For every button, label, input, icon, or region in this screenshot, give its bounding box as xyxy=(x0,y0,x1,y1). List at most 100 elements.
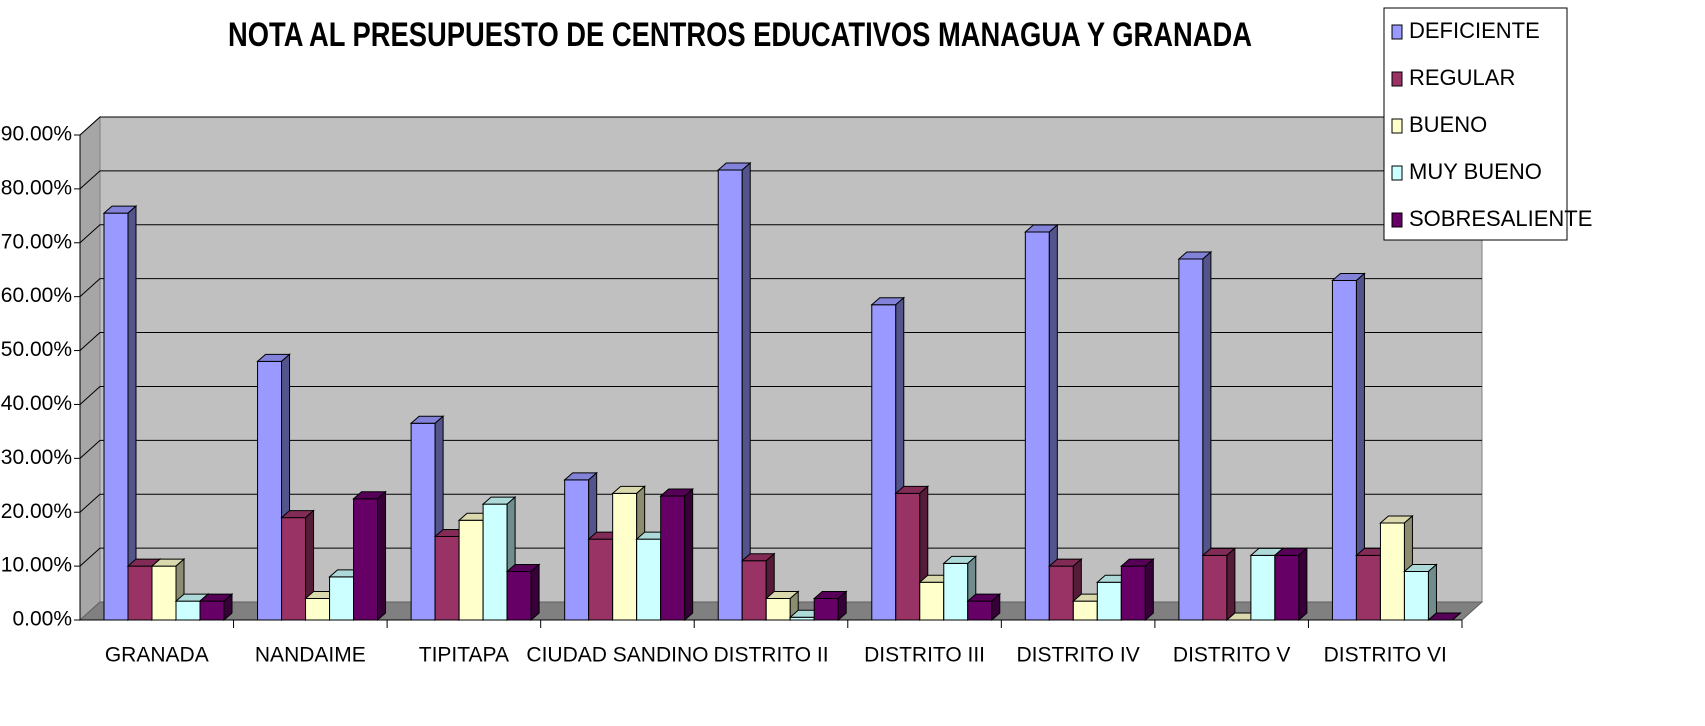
legend-box xyxy=(1383,7,1568,241)
y-tick-label: 10.00% xyxy=(1,554,72,577)
bar-group xyxy=(1331,272,1462,622)
bar xyxy=(329,576,355,621)
bar xyxy=(1202,554,1228,621)
y-tick-label: 40.00% xyxy=(1,392,72,415)
legend-label: BUENO xyxy=(1409,112,1487,137)
bar-side xyxy=(1144,558,1154,622)
bar xyxy=(1178,258,1204,621)
grid-line xyxy=(79,224,1482,244)
bar-group xyxy=(102,205,234,622)
bar xyxy=(281,517,307,621)
bar-side xyxy=(377,490,387,622)
bar xyxy=(1331,280,1357,621)
bar xyxy=(151,565,177,621)
bar xyxy=(410,422,436,621)
x-tick-label: DISTRITO IV xyxy=(1016,644,1139,667)
legend-label: MUY BUENO xyxy=(1409,159,1542,184)
y-tick-label: 80.00% xyxy=(1,176,72,199)
bar xyxy=(506,571,532,621)
bar-side xyxy=(127,205,137,622)
bar-group xyxy=(409,415,541,622)
x-tick-label: NANDAIME xyxy=(255,644,366,667)
grid-line xyxy=(79,385,1482,405)
x-tick-label: TIPITAPA xyxy=(419,644,509,667)
bar xyxy=(1355,554,1381,621)
bar-side xyxy=(530,563,540,622)
bar-group xyxy=(716,161,848,622)
x-tick-label: DISTRITO III xyxy=(864,644,985,667)
y-tick-label: 20.00% xyxy=(1,500,72,523)
x-tick-label: CIUDAD SANDINO xyxy=(526,644,708,667)
bar xyxy=(943,562,969,621)
bar xyxy=(353,498,379,621)
bar-side xyxy=(991,593,1001,622)
bar-side xyxy=(1298,547,1308,622)
grid-line xyxy=(79,493,1482,513)
grid-line xyxy=(79,439,1482,459)
bar-side xyxy=(837,590,847,622)
bar-side xyxy=(1427,563,1437,622)
bar-group xyxy=(563,471,694,622)
bar xyxy=(458,519,484,621)
bar xyxy=(175,600,201,621)
bar-side xyxy=(741,161,751,622)
y-tick-label: 0.00% xyxy=(12,608,72,631)
bar-group xyxy=(870,296,1002,622)
bar xyxy=(717,169,743,621)
legend-swatch xyxy=(1391,71,1403,87)
legend-swatch xyxy=(1391,165,1403,181)
bar xyxy=(1120,565,1146,621)
bar-side xyxy=(684,487,694,622)
bar-side xyxy=(1226,547,1236,622)
bar xyxy=(1274,554,1300,621)
bar xyxy=(1379,522,1405,621)
bar-side xyxy=(1452,612,1461,621)
bar xyxy=(813,597,839,621)
bar xyxy=(434,535,460,621)
y-tick-label: 90.00% xyxy=(1,123,72,146)
x-tick-label: GRANADA xyxy=(105,644,209,667)
bar xyxy=(257,360,283,621)
legend-swatch xyxy=(1391,24,1403,40)
y-tick-label: 70.00% xyxy=(1,230,72,253)
bar xyxy=(871,304,897,621)
bar-group xyxy=(1024,223,1155,622)
bar-group xyxy=(256,353,387,622)
bar xyxy=(1024,231,1050,621)
bar xyxy=(1072,600,1098,621)
grid-line xyxy=(79,332,1482,351)
bar xyxy=(612,492,638,621)
legend-label: DEFICIENTE xyxy=(1409,18,1540,43)
bar-group xyxy=(1177,250,1309,622)
legend-label: REGULAR xyxy=(1409,65,1515,90)
legend-swatch xyxy=(1391,118,1403,134)
bar xyxy=(1250,554,1276,621)
bar xyxy=(765,597,791,621)
y-tick-label: 60.00% xyxy=(1,284,72,307)
x-tick-label: DISTRITO VI xyxy=(1324,644,1447,667)
bar xyxy=(636,538,662,621)
bar xyxy=(741,560,767,621)
bar-side xyxy=(223,593,233,622)
bar xyxy=(588,538,614,621)
chart-title: NOTA AL PRESUPUESTO DE CENTROS EDUCATIVO… xyxy=(228,16,1252,54)
bar xyxy=(660,495,686,621)
legend-swatch xyxy=(1391,212,1403,228)
bar xyxy=(564,479,590,621)
bar xyxy=(1403,571,1429,621)
bar xyxy=(199,600,225,621)
legend-label: SOBRESALIENTE xyxy=(1409,206,1592,231)
bar xyxy=(127,565,153,621)
bar xyxy=(919,581,945,621)
x-tick-label: DISTRITO II xyxy=(713,644,828,667)
y-tick-label: 50.00% xyxy=(1,338,72,361)
bar xyxy=(1048,565,1074,621)
bar xyxy=(305,597,331,621)
bar xyxy=(482,503,508,621)
bar xyxy=(967,600,993,621)
x-tick-label: DISTRITO V xyxy=(1173,644,1290,667)
side-wall xyxy=(79,115,101,622)
grid-line xyxy=(79,278,1482,298)
bar xyxy=(103,212,129,621)
